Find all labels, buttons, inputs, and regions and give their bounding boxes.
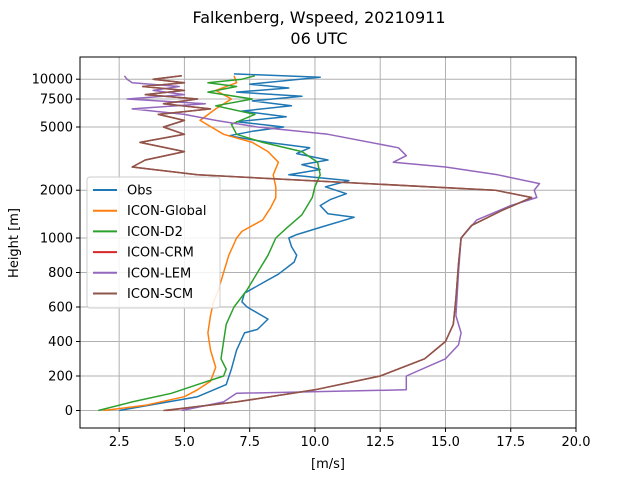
x-tick-label: 12.5 [366, 435, 395, 450]
x-tick-label: 17.5 [496, 435, 525, 450]
series-lines [98, 73, 541, 412]
x-tick-label: 10.0 [300, 435, 329, 450]
y-tick-label: 600 [48, 301, 73, 316]
legend-label-icon-global: ICON-Global [127, 204, 207, 219]
series-line-obs [119, 73, 355, 412]
legend-label-icon-scm: ICON-SCM [127, 287, 193, 302]
y-tick-label: 800 [48, 266, 73, 281]
legend-label-obs: Obs [127, 184, 152, 199]
y-tick-label: 5000 [40, 121, 73, 136]
chart-title-line-1: Falkenberg, Wspeed, 20210911 [192, 8, 445, 27]
y-tick-label: 1000 [40, 232, 73, 247]
axis-ticks: 2.5 5.0 7.5 10.0 12.5 15.0 17.5 20.0 0 200 400 600 8… [32, 73, 591, 450]
y-tick-label: 200 [48, 370, 73, 385]
y-tick-label: 2000 [40, 184, 73, 199]
legend: Obs ICON-Global ICON-D2 ICON-CRM ICON-LEM ICO… [86, 176, 221, 309]
legend-box [86, 176, 221, 309]
x-axis-label: [m/s] [311, 457, 345, 472]
series-line-icon-scm [131, 75, 533, 412]
y-tick-label: 0 [65, 404, 73, 419]
x-tick-label: 5.0 [174, 435, 195, 450]
x-tick-label: 2.5 [109, 435, 130, 450]
chart-title-line-2: 06 UTC [290, 29, 347, 48]
x-tick-label: 15.0 [431, 435, 460, 450]
y-axis-label: Height [m] [7, 208, 22, 278]
plot-frame [79, 56, 577, 429]
series-line-icon-d2 [98, 75, 321, 412]
legend-label-icon-lem: ICON-LEM [127, 266, 191, 281]
legend-label-icon-d2: ICON-D2 [127, 225, 183, 240]
legend-label-icon-crm: ICON-CRM [127, 246, 194, 261]
y-tick-label: 7500 [40, 93, 73, 108]
series-line-icon-lem [123, 75, 541, 412]
x-tick-label: 20.0 [562, 435, 591, 450]
x-tick-label: 7.5 [239, 435, 260, 450]
y-tick-label: 10000 [32, 73, 73, 88]
y-tick-label: 400 [48, 335, 73, 350]
